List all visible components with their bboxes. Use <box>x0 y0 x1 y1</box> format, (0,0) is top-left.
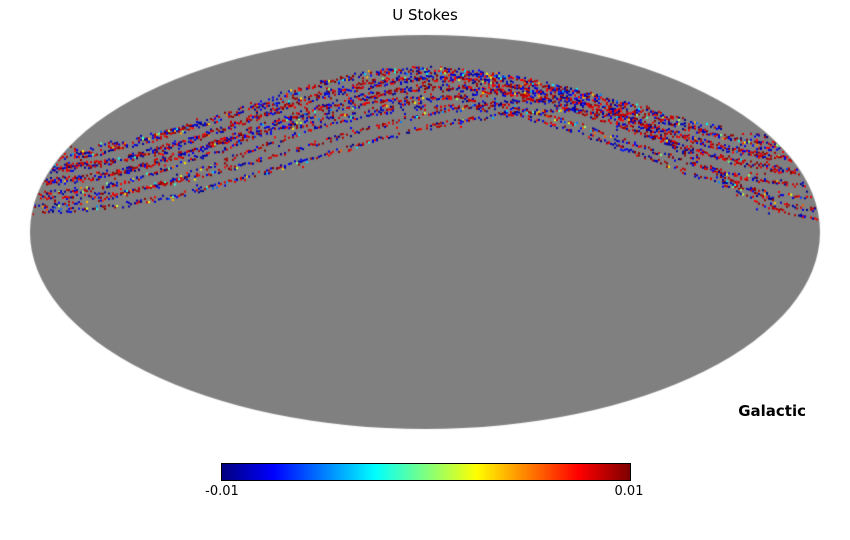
colorbar <box>221 463 631 482</box>
colorbar-gradient <box>221 463 631 481</box>
colorbar-min-label: -0.01 <box>205 484 239 499</box>
coordinate-system-label: Galactic <box>738 402 806 420</box>
colorbar-max-label: 0.01 <box>614 484 644 499</box>
